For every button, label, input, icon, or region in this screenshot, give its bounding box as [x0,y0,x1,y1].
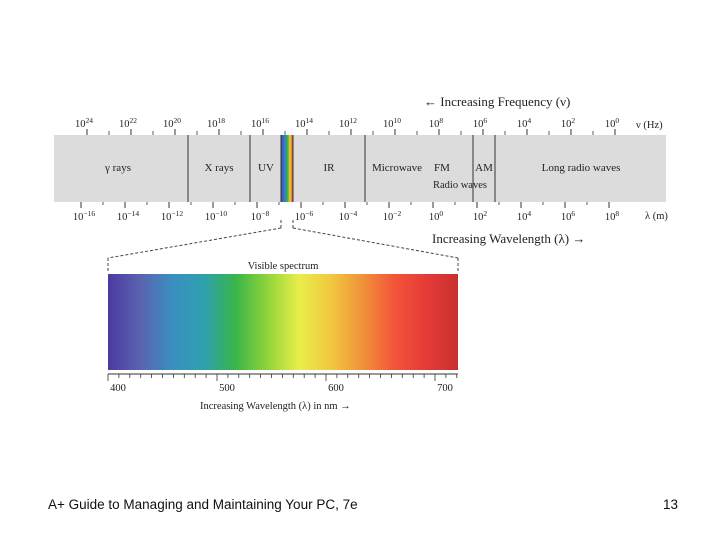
frequency-tick-label: 102 [561,116,576,130]
visible-caption: Increasing Wavelength (λ) in nm → [200,401,351,412]
wavelength-tick-label: 10−16 [73,209,95,223]
frequency-tick-label: 1024 [75,116,93,130]
wavelength-tick-label: 10−10 [205,209,227,223]
zoom-lines [107,220,459,272]
nm-tick-label: 500 [219,383,235,394]
frequency-tick-label: 1022 [119,116,137,130]
band-label: FM [434,162,450,174]
visible-spectrum-title: Visible spectrum [248,261,319,272]
wavelength-tick-label: 10−12 [161,209,183,223]
frequency-tick-label: 100 [605,116,620,130]
frequency-tick-label: 1020 [163,116,181,130]
wavelength-tick-label: 100 [429,209,444,223]
frequency-tick-label: 1014 [295,116,313,130]
band-labels: γ rays X rays UV IR Microwave FM AM Long radio … [104,162,620,174]
frequency-caption: ← Increasing Frequency (ν) [424,94,570,109]
band-label: γ rays [104,162,131,174]
wavelength-unit: λ (m) [645,211,668,222]
frequency-tick-label: 1016 [251,116,269,130]
visible-strip [281,135,293,202]
band-dividers [187,135,496,202]
nm-tick-label: 700 [437,383,453,394]
band-label: Microwave [372,162,422,174]
footer-page-number: 13 [662,497,678,512]
frequency-ticks: 1024 1022 1020 1018 1016 1014 1012 1010 108 106 10… [75,116,619,135]
frequency-tick-label: 108 [429,116,444,130]
wavelength-tick-label: 108 [605,209,620,223]
frequency-tick-label: 1012 [339,116,357,130]
nm-tick-labels: 400 500 600 700 [110,383,453,394]
frequency-tick-label: 106 [473,116,488,130]
wavelength-caption: Increasing Wavelength (λ) → [432,231,585,246]
radio-waves-label: Radio waves [433,180,487,191]
nm-tick-label: 600 [328,383,344,394]
frequency-tick-label: 1010 [383,116,401,130]
wavelength-tick-label: 106 [561,209,576,223]
frequency-tick-label: 1018 [207,116,225,130]
frequency-tick-label: 104 [517,116,532,130]
wavelength-tick-label: 104 [517,209,532,223]
band-label: UV [258,162,274,174]
visible-spectrum-gradient [108,274,458,370]
wavelength-tick-label: 10−4 [339,209,358,223]
nm-tick-label: 400 [110,383,126,394]
nm-minor-ticks [107,374,458,381]
wavelength-tick-label: 102 [473,209,488,223]
footer-course-title: A+ Guide to Managing and Maintaining You… [48,497,358,512]
band-label: IR [324,162,336,174]
wavelength-tick-label: 10−6 [295,209,314,223]
frequency-unit: ν (Hz) [636,120,663,131]
band-label: AM [475,162,493,174]
wavelength-tick-label: 10−2 [383,209,402,223]
wavelength-ticks: 10−16 10−14 10−12 10−10 10−8 10−6 10−4 10−2 100 1… [73,202,619,223]
spectrum-band [54,135,666,202]
band-label: Long radio waves [542,162,621,174]
wavelength-tick-label: 10−14 [117,209,139,223]
wavelength-tick-label: 10−8 [251,209,270,223]
band-label: X rays [204,162,233,174]
